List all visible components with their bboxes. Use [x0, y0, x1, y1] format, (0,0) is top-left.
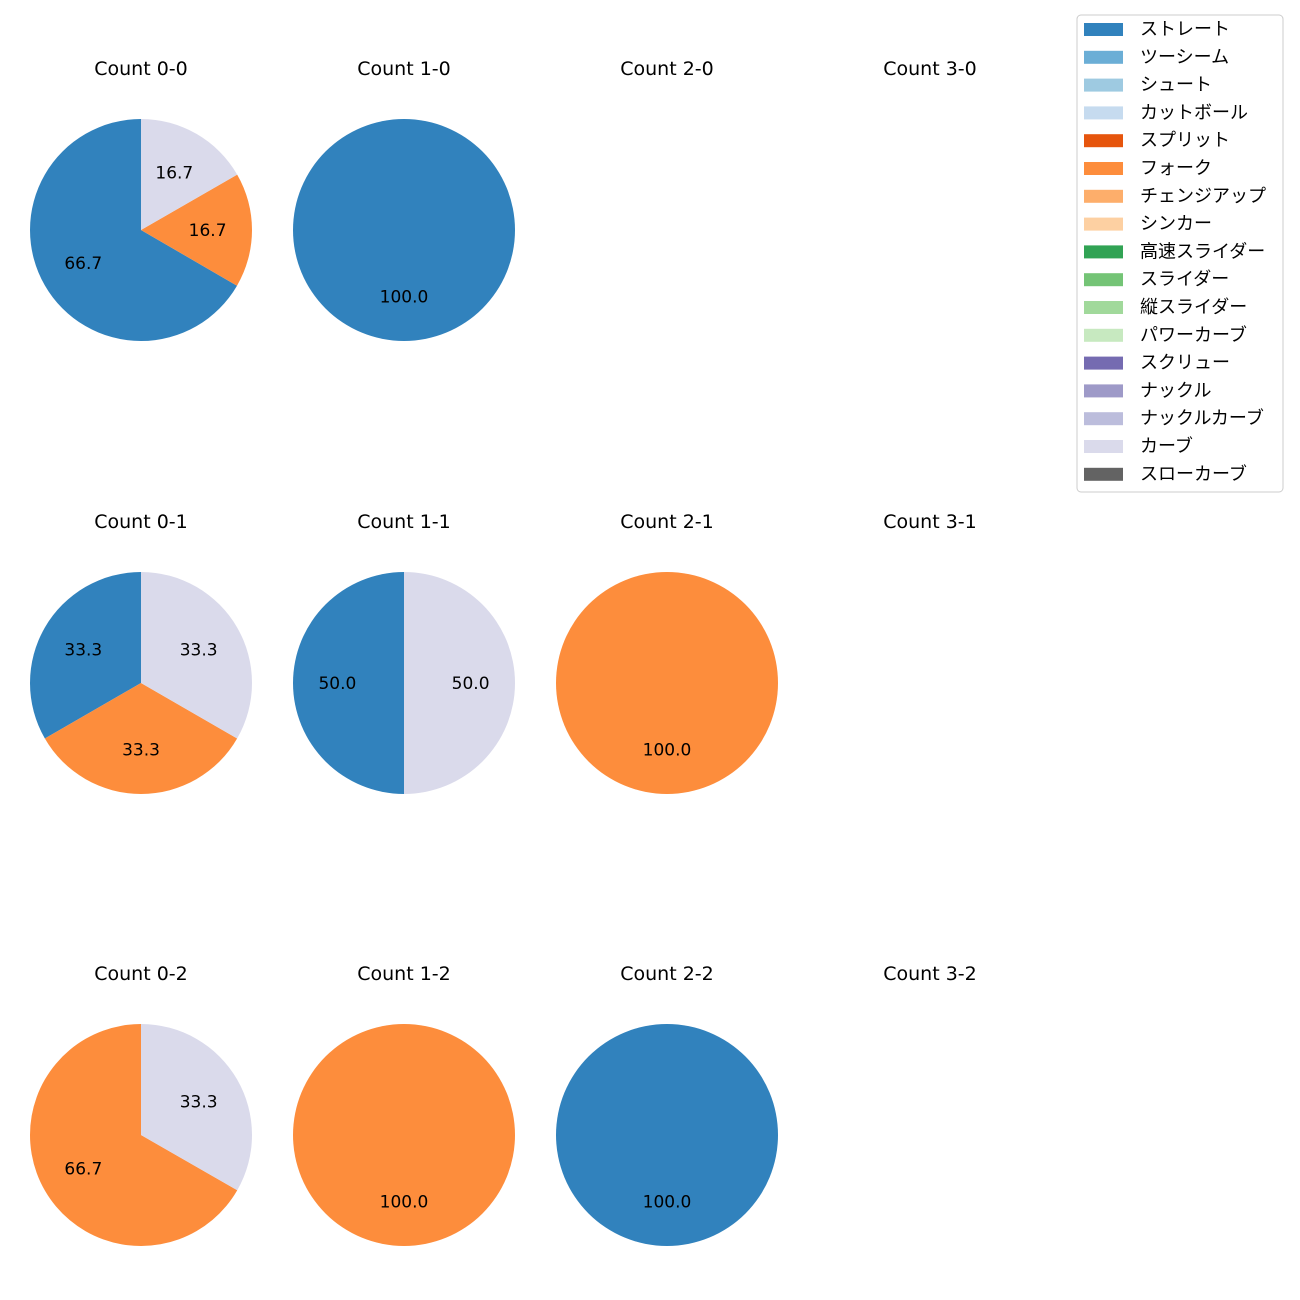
legend-swatch — [1084, 134, 1123, 148]
legend-swatch — [1084, 301, 1123, 314]
legend-label: スプリット — [1140, 130, 1230, 151]
legend-swatch — [1084, 384, 1123, 398]
legend-swatch — [1084, 328, 1123, 342]
pie-slice — [293, 572, 404, 794]
pie-value-label: 50.0 — [318, 674, 356, 694]
pie-slice — [141, 1024, 253, 1191]
pie-title: Count 1-1 — [357, 511, 451, 533]
pie-value-label: 33.3 — [122, 741, 160, 761]
pie-panel: Count 2-1 100.0 — [556, 511, 778, 794]
pie-value-label: 66.7 — [64, 254, 102, 274]
pie-slice — [293, 119, 515, 341]
pie-value-label: 16.7 — [155, 163, 193, 183]
legend-swatch — [1084, 217, 1123, 231]
pie-panel: Count 1-0 100.0 — [293, 58, 515, 341]
legend-label: ストレート — [1140, 19, 1230, 40]
pie-slice — [141, 174, 253, 286]
legend-swatch — [1084, 162, 1123, 175]
legend-swatch — [1084, 50, 1123, 64]
pie-title: Count 2-0 — [620, 58, 714, 80]
legend-swatch — [1084, 245, 1123, 259]
pie-slice — [141, 572, 252, 739]
pie-value-label: 33.3 — [180, 641, 218, 661]
pie-panel: Count 2-0 — [620, 58, 714, 80]
legend-label: シュート — [1140, 75, 1212, 96]
pie-value-label: 100.0 — [380, 1193, 429, 1213]
pie-value-label: 100.0 — [643, 741, 692, 761]
pie-title: Count 2-1 — [620, 511, 714, 533]
pie-slice — [29, 572, 142, 739]
legend-label: 縦スライダー — [1140, 297, 1247, 318]
pie-panel: Count 1-1 50.0 50.0 — [293, 511, 515, 794]
pie-panel: Count 3-2 — [883, 963, 977, 985]
pie-slice — [30, 1024, 238, 1246]
legend-swatch — [1084, 106, 1123, 120]
legend-swatch — [1084, 356, 1123, 370]
pie-title: Count 1-2 — [357, 963, 451, 985]
legend-frame — [1076, 14, 1284, 493]
pie-title: Count 0-0 — [94, 58, 188, 80]
legend-swatch — [1084, 412, 1123, 426]
legend-label: フォーク — [1140, 158, 1212, 179]
legend-label: シンカー — [1140, 214, 1212, 235]
legend-label: カットボール — [1140, 102, 1248, 123]
legend-label: スローカーブ — [1140, 463, 1247, 485]
pie-slice — [141, 119, 238, 230]
pie-panel: Count 0-1 33.3 33.3 33.3 — [29, 511, 252, 794]
pie-slice — [30, 119, 238, 341]
pie-slice — [404, 572, 515, 794]
pie-title: Count 3-2 — [883, 963, 977, 985]
pie-title: Count 0-1 — [94, 511, 188, 533]
legend-label: スクリュー — [1140, 353, 1230, 374]
legend-swatch — [1084, 273, 1123, 287]
legend: ストレートツーシームシュートカットボールスプリットフォークチェンジアップシンカー… — [1076, 14, 1284, 493]
legend-swatch — [1084, 467, 1123, 481]
pie-title: Count 3-0 — [883, 58, 977, 80]
pie-value-label: 33.3 — [64, 641, 102, 661]
pie-panel: Count 1-2 100.0 — [293, 963, 515, 1246]
pie-panel: Count 2-2 100.0 — [556, 963, 778, 1246]
pie-title: Count 1-0 — [357, 58, 451, 80]
pie-value-label: 16.7 — [189, 221, 227, 241]
legend-swatch — [1084, 440, 1123, 453]
legend-label: 高速スライダー — [1140, 241, 1265, 262]
legend-swatch — [1084, 23, 1123, 36]
pie-slice — [556, 572, 778, 794]
legend-label: スライダー — [1140, 269, 1229, 290]
legend-label: ツーシーム — [1140, 47, 1229, 68]
pie-title: Count 3-1 — [883, 511, 977, 533]
pie-value-label: 33.3 — [180, 1093, 218, 1113]
pie-title: Count 0-2 — [94, 963, 188, 985]
legend-label: パワーカーブ — [1140, 324, 1247, 346]
legend-swatch — [1084, 78, 1123, 92]
pie-value-label: 100.0 — [380, 288, 429, 308]
pie-value-label: 66.7 — [64, 1159, 102, 1179]
pie-panel: Count 0-0 66.7 16.7 16.7 — [30, 58, 253, 341]
pie-panel: Count 3-1 — [883, 511, 977, 533]
pie-value-label: 50.0 — [452, 674, 490, 694]
legend-label: カーブ — [1140, 435, 1193, 457]
pie-slice — [556, 1024, 778, 1246]
pie-panel: Count 0-2 66.7 33.3 — [30, 963, 253, 1246]
pie-panel: Count 3-0 — [883, 58, 977, 80]
legend-label: チェンジアップ — [1140, 186, 1266, 207]
pie-value-label: 100.0 — [643, 1193, 692, 1213]
legend-label: ナックル — [1140, 380, 1211, 401]
pie-slice — [293, 1024, 515, 1246]
pie-title: Count 2-2 — [620, 963, 714, 985]
legend-label: ナックルカーブ — [1140, 407, 1264, 429]
legend-swatch — [1084, 189, 1123, 203]
